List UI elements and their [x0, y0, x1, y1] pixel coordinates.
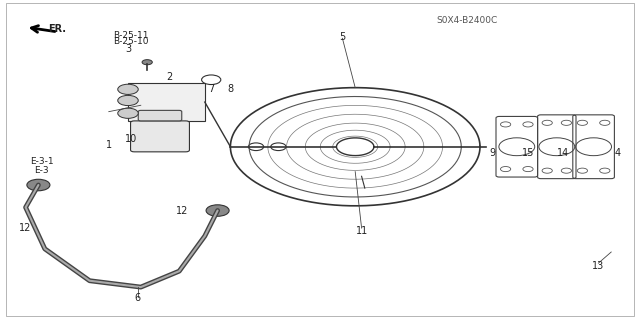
- Circle shape: [118, 108, 138, 118]
- Circle shape: [118, 95, 138, 106]
- Circle shape: [118, 84, 138, 94]
- Bar: [128, 83, 205, 121]
- Text: 10: 10: [125, 134, 138, 144]
- Text: E-3-1: E-3-1: [30, 157, 53, 166]
- Text: B-25-11: B-25-11: [113, 31, 149, 40]
- Text: 6: 6: [134, 293, 141, 303]
- FancyBboxPatch shape: [131, 121, 189, 152]
- Text: S0X4-B2400C: S0X4-B2400C: [436, 16, 498, 25]
- Text: 11: 11: [355, 226, 368, 236]
- Text: 4: 4: [614, 148, 621, 158]
- Text: FR.: FR.: [49, 24, 67, 34]
- Circle shape: [142, 60, 152, 65]
- Text: 7: 7: [208, 84, 214, 94]
- Text: 13: 13: [592, 261, 605, 271]
- Text: 3: 3: [125, 44, 131, 55]
- Circle shape: [206, 205, 229, 216]
- Text: 12: 12: [19, 223, 32, 233]
- Text: 5: 5: [339, 32, 346, 42]
- FancyBboxPatch shape: [138, 110, 182, 121]
- Text: 14: 14: [557, 148, 570, 158]
- Text: 12: 12: [176, 205, 189, 216]
- Text: 9: 9: [490, 148, 496, 158]
- Text: 8: 8: [227, 84, 234, 94]
- Text: E-3: E-3: [35, 166, 49, 175]
- Text: B-25-10: B-25-10: [113, 37, 149, 46]
- Text: 1: 1: [106, 140, 112, 150]
- Circle shape: [27, 179, 50, 191]
- Text: 15: 15: [522, 148, 534, 158]
- Text: 2: 2: [166, 71, 173, 82]
